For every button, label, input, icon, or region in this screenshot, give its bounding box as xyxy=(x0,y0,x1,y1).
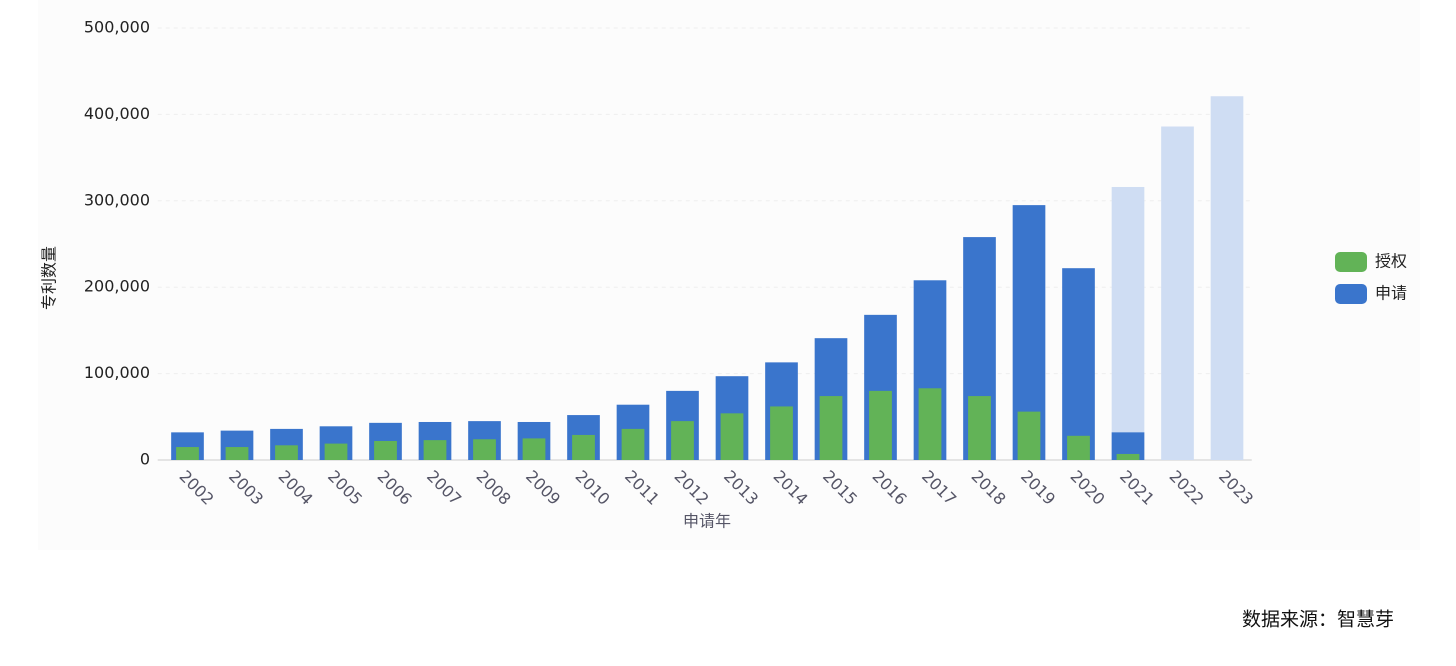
legend-label: 申请 xyxy=(1375,284,1407,303)
y-tick-label: 400,000 xyxy=(84,104,150,123)
bar xyxy=(324,443,348,460)
bar xyxy=(522,438,546,460)
bar xyxy=(423,440,447,460)
legend-label: 授权 xyxy=(1375,252,1407,271)
bar xyxy=(621,428,645,460)
bar xyxy=(1116,453,1140,460)
y-tick-label: 0 xyxy=(140,450,150,469)
bar xyxy=(770,406,793,460)
bar xyxy=(1017,411,1041,460)
bar xyxy=(1111,186,1145,460)
legend-swatch xyxy=(1335,284,1367,304)
bar xyxy=(918,388,942,460)
y-tick-label: 500,000 xyxy=(84,18,150,37)
legend-swatch xyxy=(1335,252,1367,272)
source-note: 数据来源：智慧芽 xyxy=(1242,609,1394,631)
y-tick-label: 200,000 xyxy=(84,277,150,296)
y-axis-title: 专利数量 xyxy=(40,246,59,310)
bar xyxy=(1062,268,1095,460)
bar xyxy=(225,447,249,460)
bar xyxy=(819,396,843,460)
bar xyxy=(374,440,397,460)
bar xyxy=(1067,435,1090,460)
bar xyxy=(968,396,991,460)
y-tick-label: 300,000 xyxy=(84,190,150,209)
bar xyxy=(572,434,595,460)
bar xyxy=(176,447,199,460)
bar xyxy=(1161,126,1194,460)
bar xyxy=(720,413,744,460)
bar xyxy=(473,439,496,460)
bar xyxy=(275,445,298,460)
bar xyxy=(671,421,694,460)
bar xyxy=(1210,96,1244,461)
x-axis-title: 申请年 xyxy=(683,512,731,531)
bar xyxy=(869,390,892,460)
y-tick-label: 100,000 xyxy=(84,363,150,382)
